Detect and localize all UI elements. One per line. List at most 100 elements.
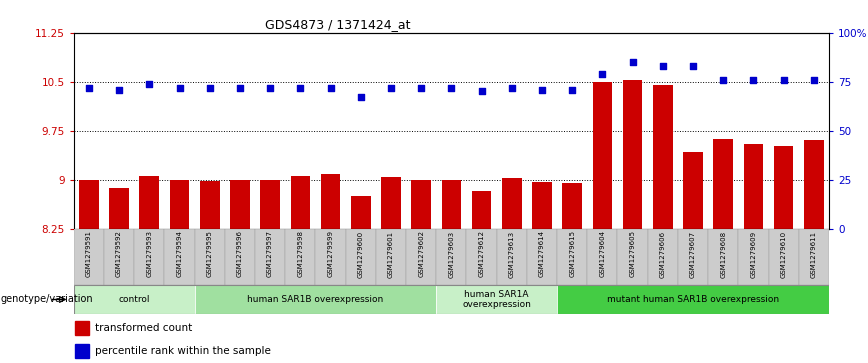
Bar [194, 229, 225, 285]
Bar [200, 181, 220, 229]
Text: GSM1279614: GSM1279614 [539, 231, 545, 277]
Point [626, 59, 640, 65]
Bar [411, 180, 431, 229]
Bar [466, 229, 496, 285]
Bar [345, 229, 376, 285]
Bar [708, 229, 739, 285]
Point [233, 85, 247, 90]
Point [535, 87, 549, 93]
Bar [135, 229, 164, 285]
Bar [739, 229, 768, 285]
Bar [437, 229, 466, 285]
Text: percentile rank within the sample: percentile rank within the sample [95, 346, 271, 356]
Bar [653, 85, 673, 229]
Text: GSM1279597: GSM1279597 [267, 231, 273, 277]
Point [475, 89, 489, 94]
Bar [194, 285, 437, 314]
Text: GSM1279611: GSM1279611 [811, 231, 817, 277]
Bar [804, 140, 824, 229]
Point [82, 85, 95, 90]
Point [686, 63, 700, 69]
Text: human SAR1B overexpression: human SAR1B overexpression [247, 295, 384, 304]
Bar [622, 80, 642, 229]
Text: GSM1279607: GSM1279607 [690, 231, 696, 277]
Bar [376, 229, 406, 285]
Bar [109, 188, 129, 229]
Text: GSM1279595: GSM1279595 [207, 231, 213, 277]
Bar [286, 229, 315, 285]
Text: GSM1279592: GSM1279592 [116, 231, 122, 277]
Point [142, 81, 156, 86]
Text: human SAR1A
overexpression: human SAR1A overexpression [463, 290, 531, 309]
Point [595, 71, 609, 77]
Point [716, 77, 730, 83]
Bar [617, 229, 648, 285]
Bar [773, 146, 793, 229]
Bar [683, 152, 703, 229]
Text: GSM1279599: GSM1279599 [327, 231, 333, 277]
Bar [315, 229, 345, 285]
Text: GSM1279610: GSM1279610 [780, 231, 786, 277]
Bar [320, 175, 340, 229]
Bar [713, 139, 733, 229]
Bar [437, 285, 557, 314]
Text: genotype/variation: genotype/variation [1, 294, 94, 305]
Text: GSM1279603: GSM1279603 [449, 231, 454, 277]
Text: GSM1279615: GSM1279615 [569, 231, 575, 277]
Bar [225, 229, 255, 285]
Text: GSM1279604: GSM1279604 [600, 231, 605, 277]
Bar [557, 229, 588, 285]
Text: GSM1279596: GSM1279596 [237, 231, 243, 277]
Text: GDS4873 / 1371424_at: GDS4873 / 1371424_at [266, 18, 411, 31]
Point [384, 85, 398, 90]
Point [324, 85, 338, 90]
Point [746, 77, 760, 83]
Point [656, 63, 670, 69]
Point [263, 85, 277, 90]
Text: transformed count: transformed count [95, 323, 192, 333]
Bar [744, 144, 763, 229]
Bar [471, 191, 491, 229]
Text: GSM1279594: GSM1279594 [176, 231, 182, 277]
Text: GSM1279613: GSM1279613 [509, 231, 515, 277]
Bar [351, 196, 371, 229]
Bar [381, 177, 401, 229]
Bar [230, 180, 250, 229]
Bar [76, 321, 89, 335]
Bar [260, 180, 280, 229]
Point [173, 85, 187, 90]
Bar [532, 182, 552, 229]
Point [505, 85, 519, 90]
Bar [74, 285, 194, 314]
Bar [678, 229, 708, 285]
Bar [593, 82, 612, 229]
Text: GSM1279600: GSM1279600 [358, 231, 364, 277]
Text: GSM1279591: GSM1279591 [86, 231, 92, 277]
Bar [768, 229, 799, 285]
Text: GSM1279602: GSM1279602 [418, 231, 424, 277]
Point [565, 87, 579, 93]
Text: GSM1279608: GSM1279608 [720, 231, 727, 277]
Bar [76, 344, 89, 358]
Bar [255, 229, 286, 285]
Point [414, 85, 428, 90]
Text: GSM1279605: GSM1279605 [629, 231, 635, 277]
Bar [79, 180, 99, 229]
Bar [527, 229, 557, 285]
Bar [406, 229, 437, 285]
Bar [648, 229, 678, 285]
Bar [588, 229, 617, 285]
Bar [74, 229, 104, 285]
Point [777, 77, 791, 83]
Text: GSM1279606: GSM1279606 [660, 231, 666, 277]
Bar [164, 229, 194, 285]
Text: mutant human SAR1B overexpression: mutant human SAR1B overexpression [607, 295, 779, 304]
Point [293, 85, 307, 90]
Text: GSM1279601: GSM1279601 [388, 231, 394, 277]
Text: control: control [118, 295, 150, 304]
Bar [169, 180, 189, 229]
Bar [442, 180, 461, 229]
Point [203, 85, 217, 90]
Point [444, 85, 458, 90]
Point [354, 94, 368, 100]
